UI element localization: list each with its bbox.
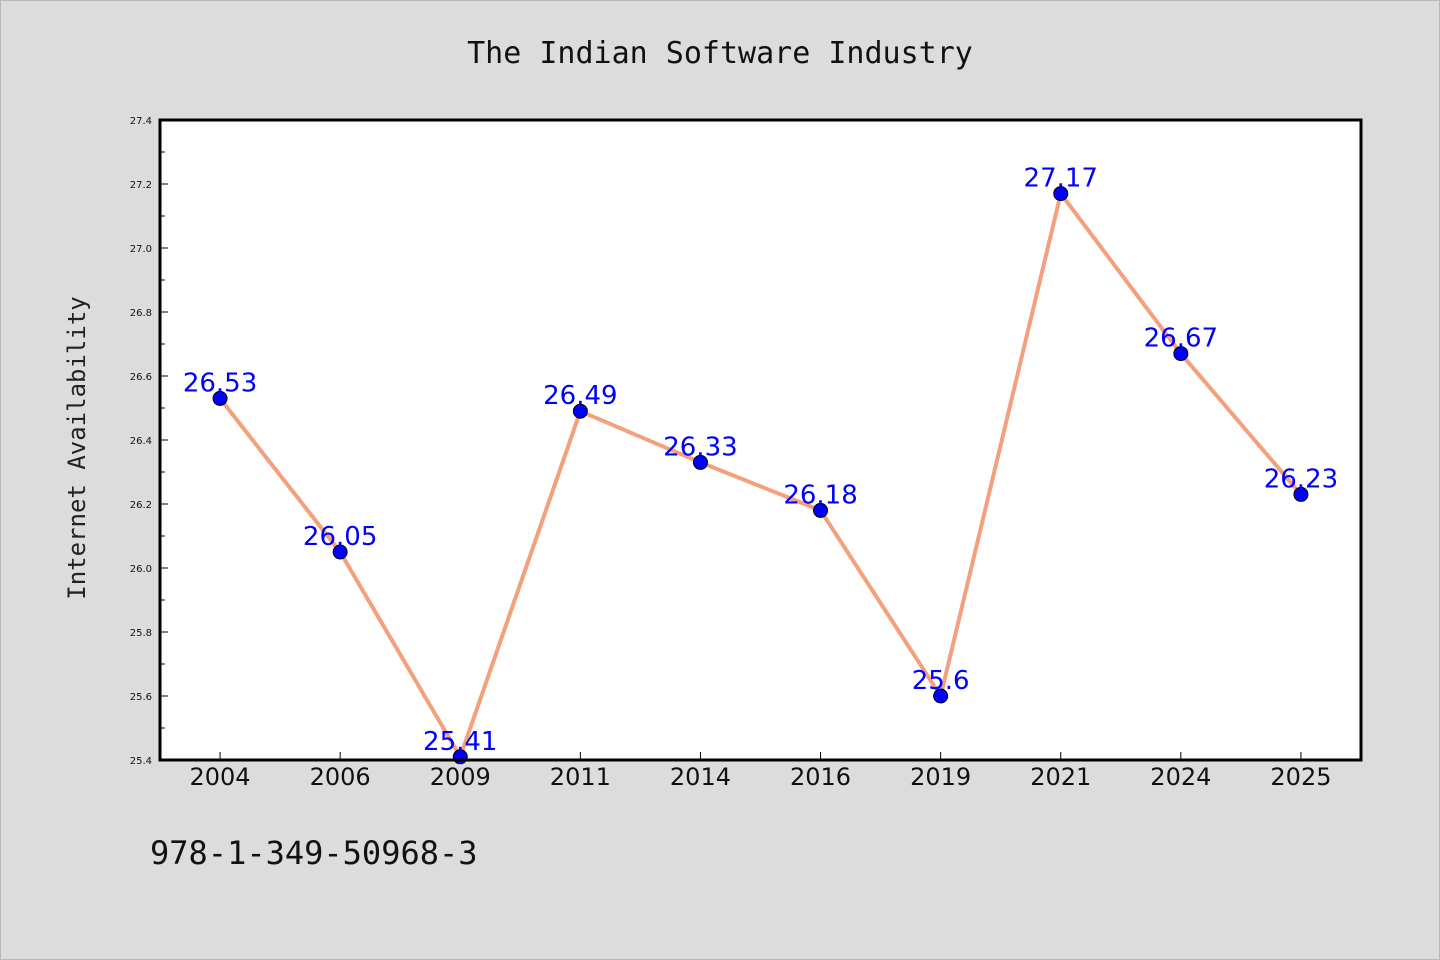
x-tick-label: 2006	[310, 763, 371, 791]
data-label: 26.18	[783, 480, 857, 510]
y-tick-label: 26.4	[130, 436, 152, 447]
x-tick-label: 2004	[190, 763, 251, 791]
plot-area	[160, 120, 1361, 760]
y-tick-label: 26.0	[130, 564, 152, 575]
plot-border	[158, 118, 1363, 762]
y-tick-label: 27.2	[130, 180, 152, 191]
data-label: 27.17	[1024, 164, 1098, 194]
data-point-marker	[813, 502, 829, 518]
y-tick-label: 27.0	[130, 244, 152, 255]
data-label: 26.05	[303, 522, 377, 552]
isbn-footer: 978-1-349-50968-3	[150, 834, 478, 872]
data-point-marker	[933, 688, 949, 704]
data-point-marker	[1293, 486, 1309, 502]
data-point-marker	[1173, 346, 1189, 362]
series-line	[218, 191, 1303, 759]
x-axis-ticks: 2004 2006 2009 2011 2014 2016 2019 2021 2024 2025	[190, 752, 1331, 791]
chart-title: The Indian Software Industry	[467, 36, 973, 71]
x-tick-label: 2011	[550, 763, 611, 791]
x-tick-label: 2025	[1270, 763, 1331, 791]
data-point-marker	[332, 544, 348, 560]
y-tick-label: 27.4	[130, 116, 152, 127]
data-label: 26.67	[1144, 324, 1218, 354]
x-tick-label: 2014	[670, 763, 731, 791]
x-tick-label: 2009	[430, 763, 491, 791]
data-point-marker	[572, 403, 588, 419]
y-tick-label: 25.4	[130, 756, 152, 767]
data-label: 26.49	[543, 381, 617, 411]
y-tick-label: 25.6	[130, 692, 152, 703]
data-point-marker	[1053, 186, 1069, 202]
x-tick-label: 2024	[1150, 763, 1211, 791]
y-tick-label: 25.8	[130, 628, 152, 639]
data-label: 26.53	[183, 368, 257, 398]
x-tick-label: 2021	[1030, 763, 1091, 791]
y-axis-ticks: 25.4 25.6 25.8 26.0 26.2 26.4 26.6 26.8 27.0 27.2…	[130, 116, 168, 767]
y-tick-label: 26.8	[130, 308, 152, 319]
data-point-marker	[212, 390, 228, 406]
y-tick-label: 26.6	[130, 372, 152, 383]
x-tick-label: 2016	[790, 763, 851, 791]
data-label: 25.6	[912, 666, 970, 696]
x-tick-label: 2019	[910, 763, 971, 791]
data-label: 26.23	[1264, 464, 1338, 494]
y-axis-label: Internet Availability	[63, 296, 91, 599]
y-tick-label: 26.2	[130, 500, 152, 511]
data-label: 25.41	[423, 727, 497, 757]
data-point-marker	[692, 454, 708, 470]
data-label: 26.33	[663, 432, 737, 462]
